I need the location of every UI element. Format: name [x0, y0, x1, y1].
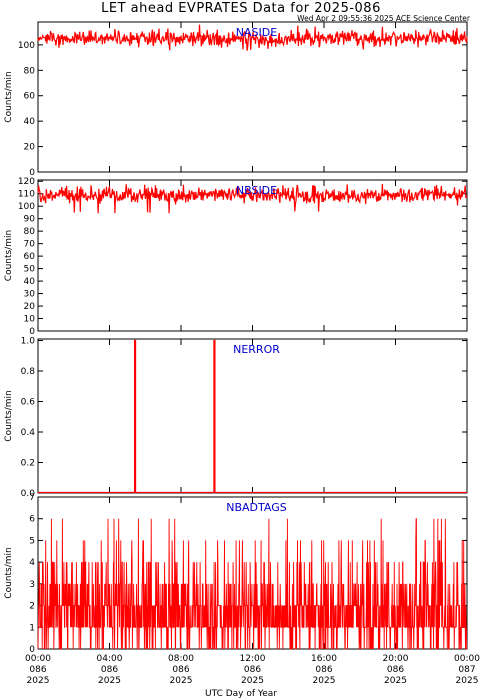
xtick-label: 2025 — [456, 676, 479, 686]
xtick-label: 08:00 — [168, 654, 194, 664]
nbadtags-ylabel: Counts/min — [4, 547, 14, 598]
chart-title: LET ahead EVPRATES Data for 2025-086 — [101, 1, 381, 16]
x-axis-title: UTC Day of Year — [205, 689, 277, 699]
xtick-label: 16:00 — [311, 654, 337, 664]
nbadtags-ytick-label: 3 — [29, 580, 35, 590]
nbside-ytick-label: 60 — [24, 252, 36, 262]
nbadtags-ytick-label: 4 — [29, 558, 35, 568]
nerror-panel-label: NERROR — [233, 343, 280, 356]
nbside-ytick-label: 30 — [24, 290, 36, 300]
xtick-label: 086 — [244, 665, 261, 675]
nbadtags-ytick-label: 1 — [29, 623, 35, 633]
xtick-label: 00:00 — [454, 654, 480, 664]
nbadtags-ytick-label: 2 — [29, 602, 35, 612]
nerror-ytick-label: 1.0 — [21, 337, 36, 347]
nbadtags-ytick-label: 5 — [29, 536, 35, 546]
naside-ytick-label: 80 — [24, 66, 36, 76]
xtick-label: 2025 — [170, 676, 193, 686]
xtick-label: 086 — [387, 665, 404, 675]
naside-ytick-label: 100 — [18, 41, 35, 51]
nerror-ytick-label: 0.0 — [21, 489, 36, 499]
xtick-label: 2025 — [313, 676, 336, 686]
xtick-label: 2025 — [241, 676, 264, 686]
nbside-ylabel: Counts/min — [4, 230, 14, 281]
nerror-plot-frame — [37, 338, 468, 494]
nbside-ytick-label: 70 — [24, 240, 36, 250]
naside-series-line — [37, 24, 468, 51]
nbside-ytick-label: 80 — [24, 227, 36, 237]
nbside-ytick-label: 10 — [24, 315, 36, 325]
xtick-label: 086 — [101, 665, 118, 675]
nerror-ytick-label: 0.2 — [21, 459, 35, 469]
nerror-ytick-label: 0.6 — [21, 398, 36, 408]
nerror-series-line — [38, 339, 467, 494]
xtick-label: 2025 — [98, 676, 121, 686]
nbside-ytick-label: 40 — [24, 277, 36, 287]
nbside-ytick-label: 20 — [24, 302, 36, 312]
xtick-label: 086 — [172, 665, 189, 675]
nbside-series-line — [37, 183, 468, 214]
xtick-label: 2025 — [27, 676, 50, 686]
xtick-label: 086 — [29, 665, 46, 675]
xtick-label: 20:00 — [383, 654, 409, 664]
nbadtags-series-line — [37, 518, 468, 650]
nbadtags-ytick-label: 7 — [29, 493, 35, 503]
nbside-ytick-label: 50 — [24, 265, 36, 275]
nbside-ytick-label: 0 — [29, 327, 35, 337]
naside-plot-frame — [37, 21, 468, 173]
nbadtags-panel-label: NBADTAGS — [226, 501, 286, 514]
nbside-plot-frame — [37, 179, 468, 332]
nerror-ytick-label: 0.8 — [21, 367, 36, 377]
nbadtags-ytick-label: 0 — [29, 645, 35, 655]
nbside-ytick-label: 120 — [18, 177, 35, 187]
xtick-label: 00:00 — [25, 654, 51, 664]
nbside-ytick-label: 110 — [18, 190, 35, 200]
naside-ylabel: Counts/min — [4, 71, 14, 122]
naside-ytick-label: 20 — [24, 143, 36, 153]
xtick-label: 12:00 — [240, 654, 266, 664]
naside-ytick-label: 60 — [24, 92, 36, 102]
nbside-ytick-label: 100 — [18, 202, 35, 212]
nbside-panel-label: NBSIDE — [236, 184, 277, 197]
xtick-label: 086 — [315, 665, 332, 675]
naside-ytick-label: 40 — [24, 117, 36, 127]
xtick-label: 087 — [458, 665, 475, 675]
generation-timestamp: Wed Apr 2 09:55:36 2025 ACE Science Cent… — [297, 14, 470, 23]
xtick-label: 2025 — [384, 676, 407, 686]
nbside-ytick-label: 90 — [24, 215, 36, 225]
nerror-ytick-label: 0.4 — [21, 428, 36, 438]
xtick-label: 04:00 — [97, 654, 123, 664]
nbadtags-ytick-label: 6 — [29, 515, 35, 525]
naside-panel-label: NASIDE — [236, 26, 277, 39]
naside-ytick-label: 0 — [29, 168, 35, 178]
nerror-ylabel: Counts/min — [4, 390, 14, 441]
